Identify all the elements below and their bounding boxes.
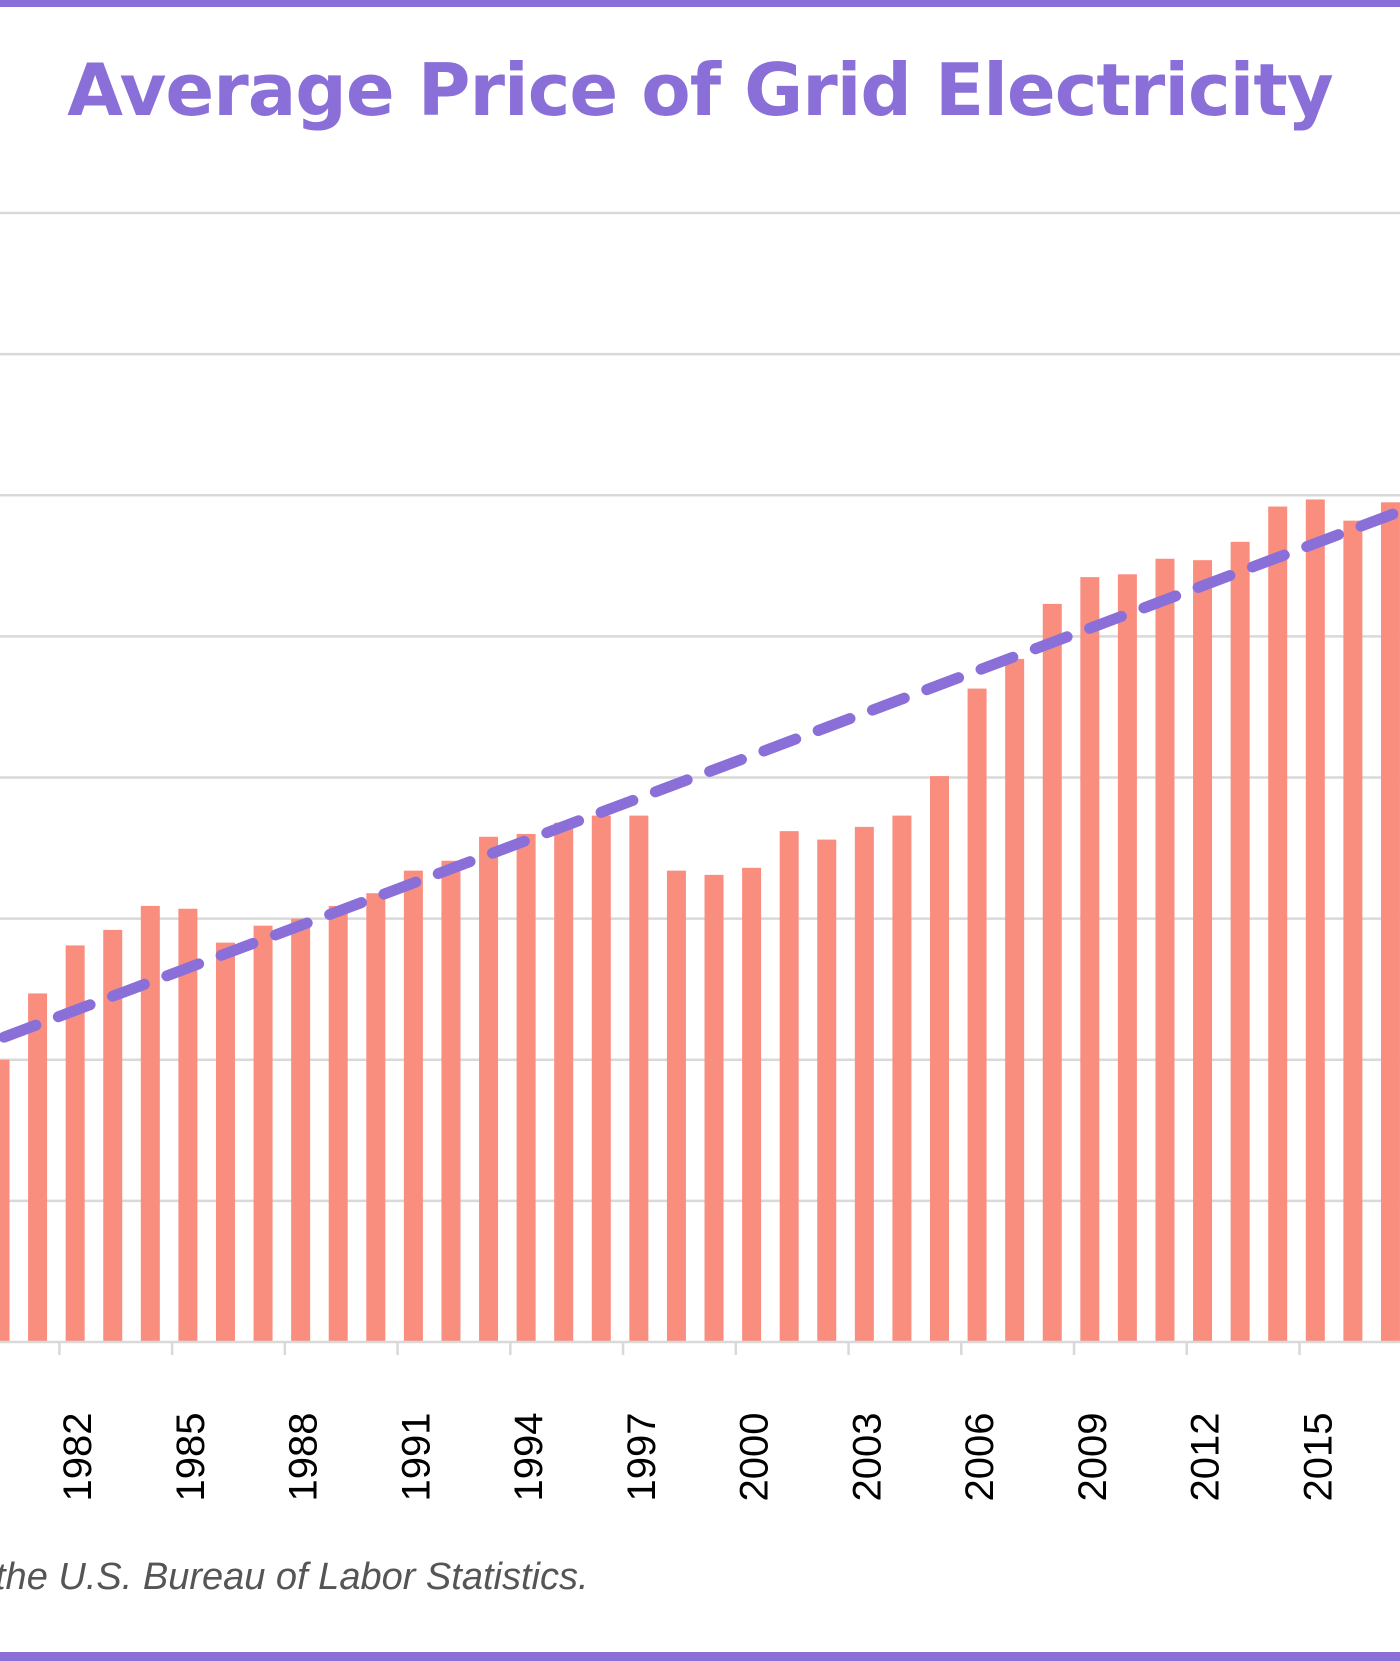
bar-2003 <box>854 826 874 1342</box>
x-tick-label-2000: 2000 <box>733 1413 777 1502</box>
bar-1989 <box>328 905 348 1342</box>
bottom-border <box>0 1652 1400 1661</box>
bar-1981 <box>28 993 48 1342</box>
chart-title: Average Price of Grid Electricity <box>67 48 1333 132</box>
bar-2009 <box>1080 577 1100 1342</box>
x-tick-label-2015: 2015 <box>1296 1413 1340 1502</box>
x-tick-label-1991: 1991 <box>394 1413 438 1502</box>
x-tick-label-1994: 1994 <box>507 1413 551 1502</box>
x-tick-label-2003: 2003 <box>845 1413 889 1502</box>
bar-2012 <box>1193 560 1213 1342</box>
bar-1991 <box>403 870 423 1342</box>
x-tick-label-2006: 2006 <box>958 1413 1002 1502</box>
bar-2008 <box>1042 603 1062 1342</box>
bar-1999 <box>704 874 724 1342</box>
x-tick-label-2012: 2012 <box>1184 1413 1228 1502</box>
bar-1997 <box>629 815 649 1342</box>
bar-1996 <box>591 815 611 1342</box>
source-note: the U.S. Bureau of Labor Statistics. <box>0 1556 589 1598</box>
bar-2010 <box>1117 574 1137 1342</box>
bar-2013 <box>1230 541 1250 1342</box>
bars <box>0 499 1400 1342</box>
bar-2006 <box>967 688 987 1342</box>
bar-1995 <box>554 822 574 1342</box>
bar-1982 <box>65 945 85 1342</box>
bar-1992 <box>441 860 461 1342</box>
bar-1987 <box>253 925 273 1342</box>
trendline <box>0 505 1400 1043</box>
bar-2007 <box>1005 658 1025 1342</box>
bar-2001 <box>779 831 799 1342</box>
bar-1988 <box>291 918 311 1342</box>
bar-1986 <box>215 942 235 1342</box>
trendline-dashed <box>0 505 1400 1043</box>
bar-2004 <box>892 815 912 1342</box>
bar-1984 <box>140 905 160 1342</box>
bar-1985 <box>178 908 198 1342</box>
x-tick-label-1997: 1997 <box>620 1413 664 1502</box>
x-axis <box>0 1340 1400 1355</box>
bar-2016 <box>1343 520 1363 1342</box>
bar-1994 <box>516 833 536 1342</box>
x-tick-label-1985: 1985 <box>169 1413 213 1502</box>
bar-1990 <box>366 893 386 1342</box>
top-border <box>0 0 1400 7</box>
bar-1993 <box>479 836 499 1342</box>
bar-1998 <box>666 870 686 1342</box>
bar-1983 <box>103 929 123 1342</box>
x-tick-label-2009: 2009 <box>1071 1413 1115 1502</box>
bar-2011 <box>1155 558 1175 1342</box>
x-tick-label-1988: 1988 <box>282 1413 326 1502</box>
bar-2002 <box>817 839 837 1342</box>
bar-2000 <box>742 867 762 1342</box>
bar-2017 <box>1380 502 1400 1342</box>
bar-2005 <box>930 776 949 1342</box>
bar-2015 <box>1305 499 1325 1342</box>
x-tick-label-1982: 1982 <box>56 1413 100 1502</box>
bar-1980 <box>0 1059 10 1342</box>
x-tick-labels: 1982 1985 1988 1991 1994 1997 2000 2003 2006 2009… <box>56 1413 1340 1502</box>
bar-2014 <box>1268 506 1288 1342</box>
gridlines <box>0 211 1400 1203</box>
